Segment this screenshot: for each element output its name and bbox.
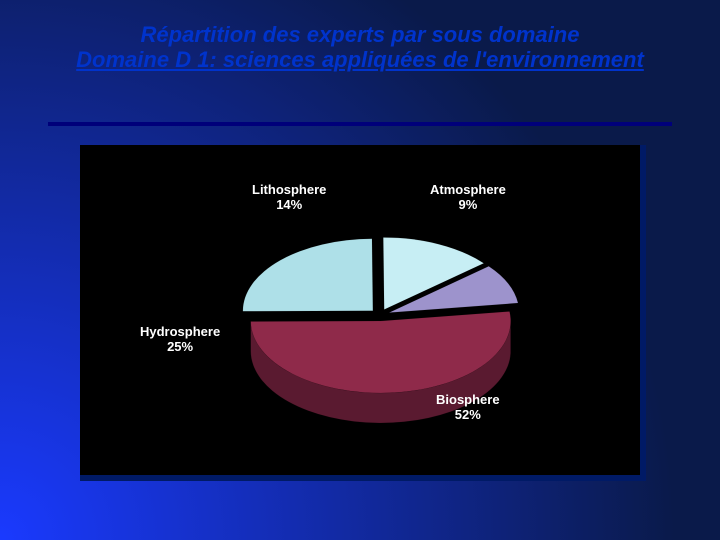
slice-name: Biosphere <box>436 392 500 407</box>
pie-chart: Atmosphere 9% Biosphere 52% Hydrosphere … <box>80 145 646 481</box>
slide: Répartition des experts par sous domaine… <box>0 0 720 540</box>
slice-percent: 9% <box>430 198 506 213</box>
slice-percent: 25% <box>140 340 220 355</box>
slice-name: Atmosphere <box>430 182 506 197</box>
slice-label-lithosphere: Lithosphere 14% <box>252 183 326 213</box>
slice-label-hydrosphere: Hydrosphere 25% <box>140 325 220 355</box>
title-line1: Répartition des experts par sous domaine <box>0 22 720 47</box>
slide-title: Répartition des experts par sous domaine… <box>0 22 720 73</box>
slice-label-biosphere: Biosphere 52% <box>436 393 500 423</box>
horizontal-rule <box>48 122 672 126</box>
slice-name: Lithosphere <box>252 182 326 197</box>
pie-svg <box>80 145 640 475</box>
slice-name: Hydrosphere <box>140 324 220 339</box>
slice-percent: 52% <box>436 408 500 423</box>
title-line2: Domaine D 1: sciences appliquées de l'en… <box>0 47 720 72</box>
slice-percent: 14% <box>252 198 326 213</box>
slice-label-atmosphere: Atmosphere 9% <box>430 183 506 213</box>
